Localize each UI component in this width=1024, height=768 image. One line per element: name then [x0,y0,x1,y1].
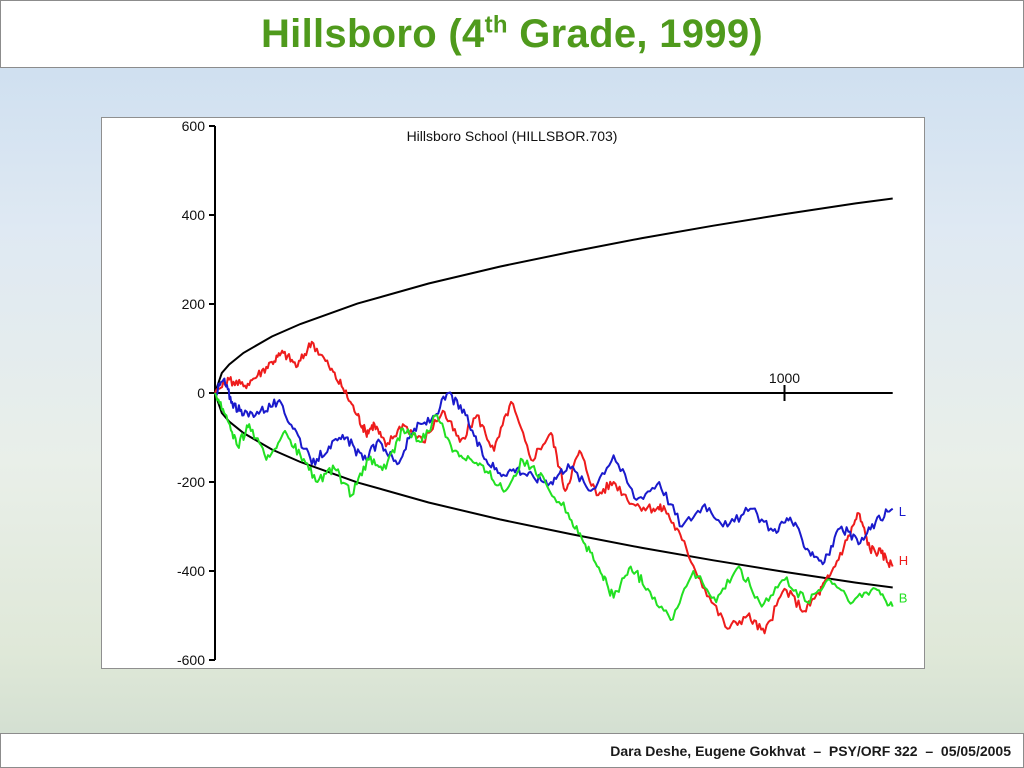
series-label-L: L [899,504,906,519]
y-tick-label: -600 [177,652,205,668]
y-tick-label: 600 [182,118,206,134]
chart-title: Hillsboro School (HILLSBOR.703) [407,128,618,144]
y-tick-label: 0 [197,385,205,401]
title-bar: Hillsboro (4th Grade, 1999) [0,0,1024,68]
slide-title-main: Hillsboro (4 [260,11,485,56]
slide-title: Hillsboro (4th Grade, 1999) [261,12,763,57]
series-label-B: B [899,591,908,606]
slide-title-superscript: th [484,11,508,39]
footer-credits: Dara Deshe, Eugene Gokhvat – PSY/ORF 322… [610,742,1011,759]
upper-bound-line [214,197,893,394]
chart-frame: Hillsboro School (HILLSBOR.703) 600 400 20… [101,117,925,669]
y-tick-label: -200 [177,474,205,490]
x-tick-label: 1000 [769,370,800,386]
line-chart: Hillsboro School (HILLSBOR.703) 600 400 20… [177,118,908,668]
series-line-L [214,377,894,566]
slide-title-end: Grade, 1999) [507,11,764,56]
y-tick-label: 200 [182,296,206,312]
footer-bar: Dara Deshe, Eugene Gokhvat – PSY/ORF 322… [0,733,1024,768]
series-line-B [214,392,894,621]
lower-bound-line [214,392,893,589]
y-tick-label: 400 [182,207,206,223]
series-label-H: H [899,553,908,568]
series-line-H [214,340,894,635]
y-tick-label: -400 [177,563,205,579]
